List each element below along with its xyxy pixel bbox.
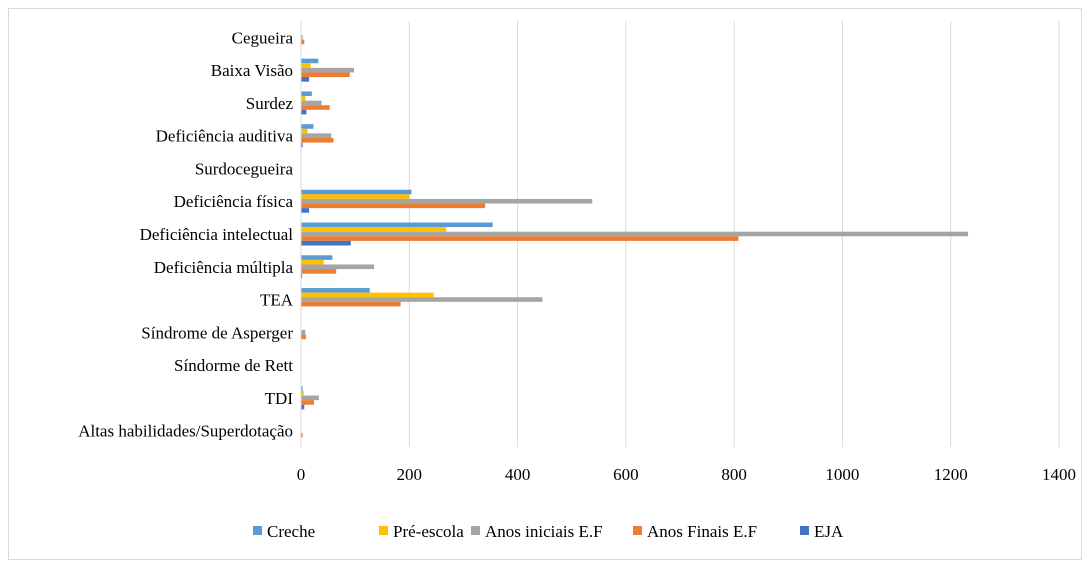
chart-frame: Cegueira Baixa Visão Surdez Deficiência aud… bbox=[8, 8, 1082, 560]
bar-eja-deficiencia-fisica bbox=[301, 208, 310, 213]
bar-creche-tea bbox=[301, 288, 370, 293]
bar-pre-escola-deficiencia-auditiva bbox=[301, 128, 308, 134]
bar-anos-finais-e-f-tdi bbox=[301, 400, 314, 405]
bar-anos-finais-e-f-tea bbox=[301, 301, 401, 307]
category-label-sindorme-de-rett: Síndorme de Rett bbox=[174, 356, 293, 375]
category-label-sindrome-de-asperger: Síndrome de Asperger bbox=[141, 323, 293, 342]
bar-eja-tdi bbox=[301, 404, 305, 410]
bar-chart: Cegueira Baixa Visão Surdez Deficiência aud… bbox=[78, 21, 1076, 541]
bar-pre-escola-deficiencia-fisica bbox=[301, 194, 410, 199]
bar-anos-iniciais-e-f-surdez bbox=[301, 100, 322, 106]
bar-anos-finais-e-f-baixa-visao bbox=[301, 72, 350, 78]
category-labels: Cegueira Baixa Visão Surdez Deficiência aud… bbox=[78, 28, 294, 440]
category-label-altas-habilidades-superdotacao: Altas habilidades/Superdotação bbox=[78, 422, 293, 441]
x-tick-label-1400: 1400 bbox=[1042, 465, 1076, 484]
legend-label-anos-iniciais-e-f: Anos iniciais E.F bbox=[485, 522, 603, 541]
category-label-deficiencia-multipla: Deficiência múltipla bbox=[154, 258, 294, 277]
bar-anos-iniciais-e-f-cegueira bbox=[301, 35, 303, 40]
category-label-deficiencia-auditiva: Deficiência auditiva bbox=[156, 127, 294, 146]
bar-anos-iniciais-e-f-tea bbox=[301, 297, 543, 302]
legend-label-pre-escola: Pré-escola bbox=[393, 522, 464, 541]
bar-anos-finais-e-f-surdez bbox=[301, 105, 330, 110]
legend-swatch-anos-finais-e-f bbox=[633, 526, 642, 535]
x-tick-label-0: 0 bbox=[297, 465, 306, 484]
x-tick-label-600: 600 bbox=[613, 465, 639, 484]
bar-anos-finais-e-f-cegueira bbox=[301, 39, 305, 45]
legend-label-anos-finais-e-f: Anos Finais E.F bbox=[647, 522, 757, 541]
legend-label-eja: EJA bbox=[814, 522, 844, 541]
bar-anos-finais-e-f-deficiencia-multipla bbox=[301, 269, 337, 274]
bar-anos-iniciais-e-f-baixa-visao bbox=[301, 67, 355, 73]
category-label-deficiencia-intelectual: Deficiência intelectual bbox=[140, 225, 294, 244]
bar-anos-iniciais-e-f-deficiencia-intelectual bbox=[301, 231, 969, 237]
legend-swatch-anos-iniciais-e-f bbox=[471, 526, 480, 535]
bar-pre-escola-deficiencia-intelectual bbox=[301, 227, 447, 232]
bar-eja-baixa-visao bbox=[301, 77, 310, 82]
x-tick-label-1000: 1000 bbox=[825, 465, 859, 484]
category-label-tea: TEA bbox=[260, 291, 294, 310]
category-label-surdocegueira: Surdocegueira bbox=[195, 159, 294, 178]
bar-eja-deficiencia-auditiva bbox=[301, 142, 303, 148]
bar-creche-deficiencia-multipla bbox=[301, 255, 333, 260]
bar-anos-finais-e-f-deficiencia-intelectual bbox=[301, 236, 739, 241]
bar-pre-escola-tdi bbox=[301, 390, 304, 396]
bar-anos-iniciais-e-f-deficiencia-multipla bbox=[301, 264, 375, 270]
bar-anos-finais-e-f-deficiencia-fisica bbox=[301, 203, 486, 209]
bar-creche-baixa-visao bbox=[301, 58, 319, 64]
x-tick-label-400: 400 bbox=[505, 465, 531, 484]
x-tick-labels: 0 200 400 600 800 1000 1200 1400 bbox=[297, 465, 1076, 484]
bar-anos-iniciais-e-f-sindrome-de-asperger bbox=[301, 330, 306, 335]
bar-pre-escola-tea bbox=[301, 292, 434, 298]
bar-anos-iniciais-e-f-deficiencia-fisica bbox=[301, 198, 593, 204]
legend-swatch-pre-escola bbox=[379, 526, 388, 535]
bar-creche-deficiencia-intelectual bbox=[301, 222, 493, 228]
category-label-baixa-visao: Baixa Visão bbox=[211, 61, 293, 80]
bar-creche-tdi bbox=[301, 386, 303, 391]
bar-creche-surdez bbox=[301, 91, 312, 97]
bar-creche-deficiencia-auditiva bbox=[301, 124, 314, 129]
bars bbox=[301, 35, 969, 438]
legend-swatch-eja bbox=[800, 526, 809, 535]
bar-pre-escola-deficiencia-multipla bbox=[301, 259, 324, 265]
legend: Creche Pré-escola Anos iniciais E.F Anos Fi… bbox=[253, 522, 844, 541]
category-label-surdez: Surdez bbox=[246, 94, 294, 113]
bar-anos-finais-e-f-sindrome-de-asperger bbox=[301, 334, 306, 340]
category-label-tdi: TDI bbox=[265, 389, 294, 408]
bar-eja-surdez bbox=[301, 109, 307, 115]
bar-anos-iniciais-e-f-tdi bbox=[301, 395, 319, 401]
x-tick-label-1200: 1200 bbox=[934, 465, 968, 484]
bar-anos-iniciais-e-f-deficiencia-auditiva bbox=[301, 133, 332, 138]
bar-creche-deficiencia-fisica bbox=[301, 189, 412, 195]
bar-anos-finais-e-f-deficiencia-auditiva bbox=[301, 137, 334, 143]
x-tick-label-200: 200 bbox=[397, 465, 423, 484]
x-tick-label-800: 800 bbox=[721, 465, 747, 484]
category-label-deficiencia-fisica: Deficiência física bbox=[174, 192, 294, 211]
bar-anos-finais-e-f-altas-habilidades-superdotacao bbox=[301, 432, 303, 438]
bar-eja-deficiencia-intelectual bbox=[301, 240, 351, 246]
bar-eja-deficiencia-multipla bbox=[301, 273, 303, 279]
legend-swatch-creche bbox=[253, 526, 262, 535]
bar-pre-escola-surdez bbox=[301, 96, 306, 101]
category-label-cegueira: Cegueira bbox=[232, 28, 294, 47]
legend-label-creche: Creche bbox=[267, 522, 315, 541]
bar-pre-escola-baixa-visao bbox=[301, 63, 311, 68]
